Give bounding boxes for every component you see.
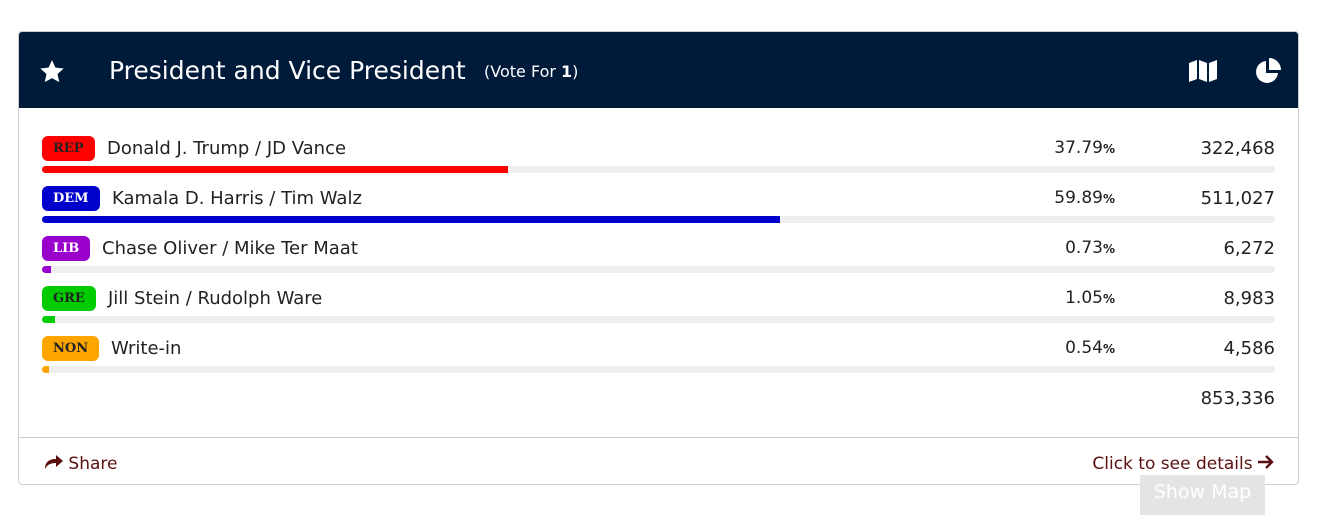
candidate-votes: 4,586 xyxy=(1223,338,1275,359)
candidate-name: Donald J. Trump / JD Vance xyxy=(107,138,347,159)
candidate-name: Kamala D. Harris / Tim Walz xyxy=(112,188,362,209)
percent-sign: % xyxy=(1102,292,1115,306)
contest-header: President and Vice President (Vote For 1… xyxy=(19,32,1298,108)
progress-track xyxy=(42,166,1275,173)
total-votes: 853,336 xyxy=(1200,388,1275,409)
party-badge: REP xyxy=(42,136,95,161)
candidate-row: NON Write-in 0.54% 4,586 xyxy=(19,332,1298,382)
candidate-votes: 8,983 xyxy=(1223,288,1275,309)
party-badge: LIB xyxy=(42,236,91,261)
candidate-name: Chase Oliver / Mike Ter Maat xyxy=(102,238,358,259)
candidate-row: GRE Jill Stein / Rudolph Ware 1.05% 8,983 xyxy=(19,282,1298,332)
share-icon xyxy=(45,455,63,469)
candidate-name: Write-in xyxy=(111,338,182,359)
percent-sign: % xyxy=(1102,242,1115,256)
share-link[interactable]: Share xyxy=(45,454,117,474)
percent-value: 59.89 xyxy=(1054,188,1103,208)
pie-icon[interactable] xyxy=(1254,57,1282,85)
party-badge: NON xyxy=(42,336,100,361)
candidate-percent: 59.89% xyxy=(1054,188,1115,208)
vote-for: (Vote For 1) xyxy=(484,62,578,81)
candidate-row: DEM Kamala D. Harris / Tim Walz 59.89% 511,… xyxy=(19,182,1298,232)
percent-value: 37.79 xyxy=(1054,138,1103,158)
vote-for-count: 1 xyxy=(561,62,573,81)
candidate-row: LIB Chase Oliver / Mike Ter Maat 0.73% 6,27… xyxy=(19,232,1298,282)
percent-sign: % xyxy=(1102,142,1115,156)
percent-sign: % xyxy=(1102,192,1115,206)
share-text: Share xyxy=(68,454,118,474)
progress-track xyxy=(42,216,1275,223)
progress-bar xyxy=(42,166,508,173)
party-badge: GRE xyxy=(42,286,96,311)
candidate-row: REP Donald J. Trump / JD Vance 37.79% 322,4… xyxy=(19,132,1298,182)
star-icon[interactable] xyxy=(39,59,65,85)
page: President and Vice President (Vote For 1… xyxy=(18,31,1299,515)
candidate-votes: 322,468 xyxy=(1200,138,1275,159)
progress-track xyxy=(42,316,1275,323)
progress-bar xyxy=(42,366,49,373)
vote-for-suffix: ) xyxy=(572,62,579,81)
details-link[interactable]: Click to see details xyxy=(1092,454,1274,474)
candidate-percent: 0.54% xyxy=(1065,338,1115,358)
progress-bar xyxy=(42,316,55,323)
candidate-votes: 6,272 xyxy=(1223,238,1275,259)
vote-for-prefix: (Vote For xyxy=(484,62,556,81)
candidate-percent: 0.73% xyxy=(1065,238,1115,258)
contest-card: President and Vice President (Vote For 1… xyxy=(18,31,1299,485)
card-footer: Share Click to see details xyxy=(19,437,1298,484)
percent-sign: % xyxy=(1102,342,1115,356)
candidate-percent: 1.05% xyxy=(1065,288,1115,308)
show-map-button[interactable]: Show Map xyxy=(1140,475,1265,515)
progress-bar xyxy=(42,266,51,273)
party-badge: DEM xyxy=(42,186,100,211)
candidate-name: Jill Stein / Rudolph Ware xyxy=(108,288,323,309)
progress-bar xyxy=(42,216,781,223)
contest-title: President and Vice President xyxy=(109,56,466,85)
candidate-percent: 37.79% xyxy=(1054,138,1115,158)
arrow-icon xyxy=(1258,455,1274,469)
progress-track xyxy=(42,366,1275,373)
map-icon[interactable] xyxy=(1188,59,1218,83)
percent-value: 0.54 xyxy=(1065,338,1103,358)
percent-value: 1.05 xyxy=(1065,288,1103,308)
percent-value: 0.73 xyxy=(1065,238,1103,258)
details-text: Click to see details xyxy=(1092,454,1253,474)
candidate-votes: 511,027 xyxy=(1200,188,1275,209)
progress-track xyxy=(42,266,1275,273)
